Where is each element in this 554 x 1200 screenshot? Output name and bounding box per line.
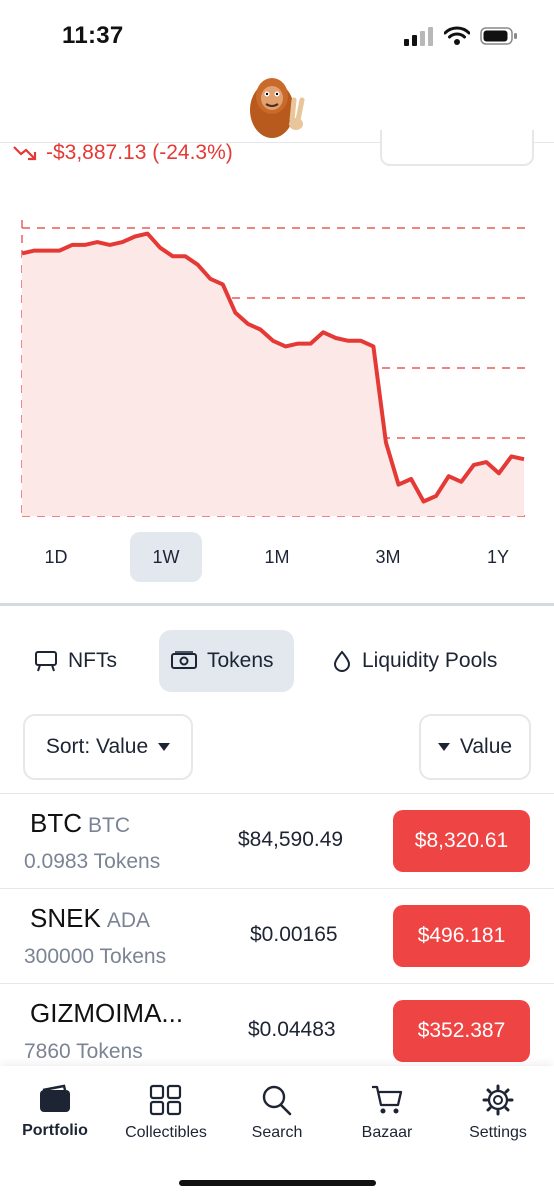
range-3m-button[interactable]: 3M	[352, 532, 424, 582]
portfolio-change: -$3,887.13 (-24.3%)	[12, 138, 233, 168]
token-row[interactable]: BTC BTC 0.0983 Tokens $84,590.49 $8,320.6…	[0, 793, 554, 888]
asset-tabs: NFTs Tokens Liquidity Pools	[0, 630, 554, 692]
range-label: 3M	[375, 546, 401, 567]
range-label: 1Y	[486, 546, 510, 567]
value-order-button[interactable]: Value	[419, 714, 531, 780]
range-label: 1D	[44, 546, 68, 567]
token-price: $84,590.49	[238, 828, 344, 851]
token-name-line: GIZMOIMA...	[30, 998, 189, 1029]
token-amount: 300000 Tokens	[24, 945, 167, 968]
token-row[interactable]: GIZMOIMA... 7860 Tokens $0.04483 $352.38…	[0, 983, 554, 1078]
profile-avatar[interactable]	[246, 70, 312, 140]
tab-label: Tokens	[207, 649, 274, 672]
range-1y-button[interactable]: 1Y	[462, 532, 534, 582]
nav-portfolio[interactable]: Portfolio	[0, 1084, 110, 1140]
range-1w-button[interactable]: 1W	[130, 532, 202, 582]
token-name-line: BTC BTC	[30, 808, 130, 839]
chart-line	[21, 231, 525, 504]
status-icons	[404, 26, 518, 46]
token-name: GIZMOIMA...	[30, 998, 184, 1028]
token-value-badge[interactable]: $8,320.61	[393, 810, 530, 872]
caret-down-icon	[437, 743, 450, 751]
gear-icon	[482, 1084, 514, 1116]
tab-nfts[interactable]: NFTs	[22, 630, 129, 692]
tab-tokens[interactable]: Tokens	[159, 630, 294, 692]
tab-label: NFTs	[68, 649, 117, 672]
range-label: 1M	[264, 546, 290, 567]
signal-icon	[404, 27, 433, 46]
token-amount: 0.0983 Tokens	[24, 850, 161, 873]
nav-label: Search	[251, 1124, 303, 1141]
range-label: 1W	[152, 546, 180, 567]
token-name: SNEK	[30, 903, 101, 933]
nav-search[interactable]: Search	[222, 1084, 332, 1142]
token-value-badge[interactable]: $496.181	[393, 905, 530, 967]
currency-selector-button[interactable]	[380, 130, 534, 166]
wallet-icon	[40, 1084, 70, 1112]
nav-label: Settings	[469, 1124, 527, 1141]
battery-icon	[480, 27, 517, 45]
nav-collectibles[interactable]: Collectibles	[111, 1084, 221, 1142]
nav-bazaar[interactable]: Bazaar	[332, 1084, 442, 1142]
search-icon	[262, 1085, 292, 1116]
sort-label: Sort: Value	[45, 735, 149, 758]
token-row[interactable]: SNEK ADA 300000 Tokens $0.00165 $496.181	[0, 888, 554, 983]
drop-icon	[333, 650, 351, 672]
range-1d-button[interactable]: 1D	[20, 532, 92, 582]
grid-icon	[149, 1084, 182, 1116]
value-order-label: Value	[459, 735, 513, 758]
cart-icon	[372, 1085, 403, 1114]
easel-icon	[35, 651, 57, 672]
token-price: $0.00165	[250, 923, 338, 946]
home-indicator	[179, 1180, 376, 1186]
tab-liquidity-pools[interactable]: Liquidity Pools	[320, 630, 509, 692]
caret-down-icon	[158, 743, 171, 751]
range-1m-button[interactable]: 1M	[241, 532, 313, 582]
banknote-icon	[171, 651, 197, 669]
token-symbol: BTC	[88, 814, 130, 837]
nav-settings[interactable]: Settings	[443, 1084, 553, 1142]
nav-label: Bazaar	[361, 1124, 413, 1141]
chart-area	[22, 233, 524, 516]
wifi-icon	[444, 26, 470, 45]
token-name: BTC	[30, 808, 82, 838]
section-divider	[0, 603, 554, 606]
nav-label: Portfolio	[22, 1122, 88, 1139]
token-symbol: ADA	[106, 909, 150, 932]
tab-label: Liquidity Pools	[362, 649, 498, 672]
status-bar: 11:37	[0, 0, 554, 70]
token-price: $0.04483	[248, 1018, 336, 1041]
sort-dropdown[interactable]: Sort: Value	[23, 714, 193, 780]
nav-label: Collectibles	[125, 1124, 207, 1141]
portfolio-chart	[21, 220, 526, 517]
status-time: 11:37	[62, 22, 124, 49]
portfolio-change-value: -$3,887.13 (-24.3%)	[46, 141, 233, 164]
trend-down-icon	[13, 146, 37, 161]
token-name-line: SNEK ADA	[30, 903, 150, 934]
token-amount: 7860 Tokens	[24, 1040, 143, 1063]
token-value-badge[interactable]: $352.387	[393, 1000, 530, 1062]
bottom-nav: Portfolio Collectibles Search Bazaar	[0, 1066, 554, 1200]
time-range-selector: 1D 1W 1M 3M 1Y	[0, 532, 554, 582]
